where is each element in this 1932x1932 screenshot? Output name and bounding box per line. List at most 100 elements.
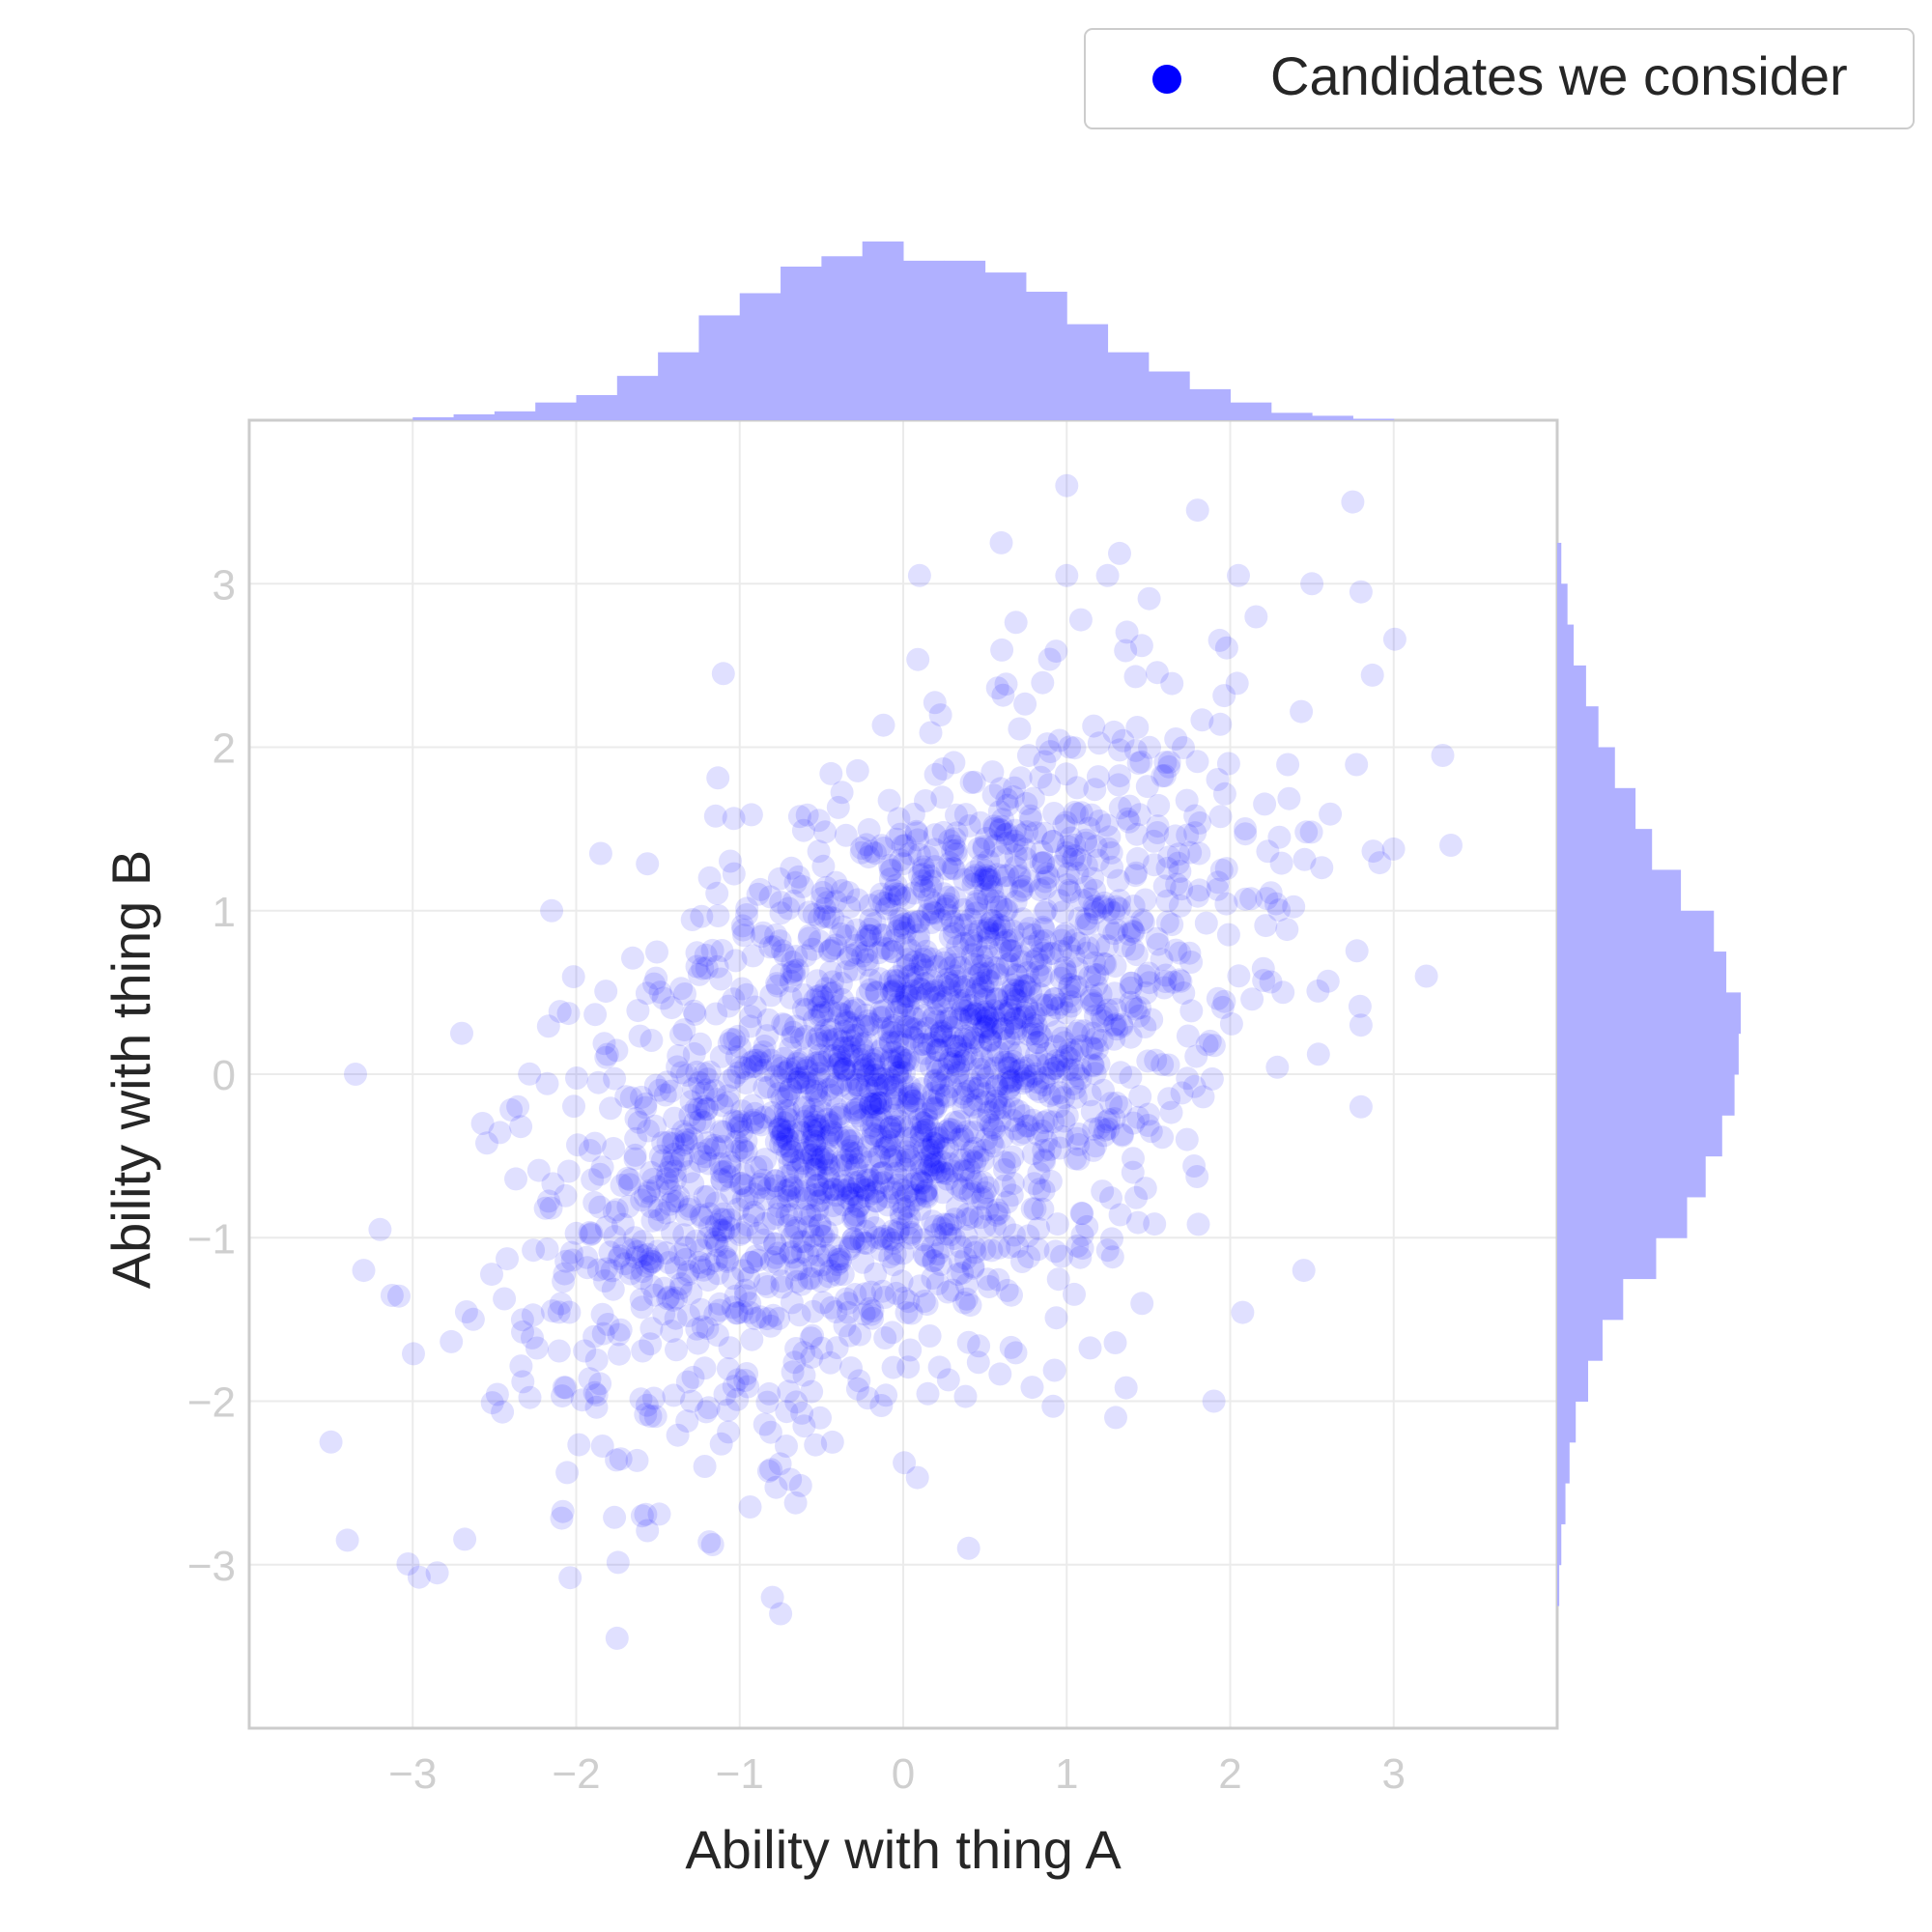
scatter-point	[831, 987, 855, 1011]
scatter-point	[878, 867, 902, 891]
scatter-point	[786, 1118, 810, 1142]
scatter-point	[858, 923, 882, 948]
scatter-point	[685, 1060, 709, 1084]
scatter-point	[738, 1014, 762, 1038]
scatter-point	[843, 1098, 867, 1122]
scatter-point	[755, 1390, 780, 1414]
scatter-point	[805, 1027, 829, 1051]
scatter-point	[335, 1528, 359, 1552]
scatter-point	[913, 972, 937, 996]
scatter-point	[1259, 970, 1283, 994]
scatter-point	[554, 1183, 578, 1208]
scatter-point	[889, 907, 913, 931]
scatter-point	[847, 1076, 871, 1100]
scatter-point	[914, 1244, 938, 1268]
scatter-point	[976, 1109, 1000, 1133]
scatter-point	[1069, 801, 1094, 825]
scatter-point	[1152, 874, 1177, 898]
scatter-point	[1023, 1197, 1047, 1221]
histogram-bar-x	[494, 411, 536, 420]
scatter-point	[982, 834, 1007, 858]
scatter-point	[827, 1125, 851, 1150]
scatter-point	[1083, 897, 1107, 921]
scatter-point	[1091, 895, 1115, 918]
scatter-point	[995, 822, 1019, 846]
scatter-point	[937, 903, 961, 927]
scatter-point	[1047, 1060, 1071, 1084]
scatter-point	[1136, 1102, 1160, 1126]
scatter-point	[784, 1056, 809, 1080]
scatter-point	[946, 935, 970, 959]
scatter-point	[1212, 781, 1236, 806]
scatter-point	[716, 1084, 740, 1108]
scatter-point	[789, 1027, 813, 1051]
scatter-point	[999, 1070, 1022, 1094]
scatter-point	[696, 1268, 720, 1293]
scatter-point	[898, 911, 923, 935]
scatter-point	[779, 1174, 803, 1198]
scatter-point	[711, 1218, 735, 1242]
scatter-point	[1026, 1122, 1050, 1146]
scatter-point	[691, 956, 715, 980]
scatter-point	[716, 1357, 740, 1380]
scatter-point	[985, 895, 1009, 920]
scatter-point	[691, 1081, 715, 1105]
scatter-point	[929, 1159, 953, 1183]
scatter-point	[605, 1038, 629, 1063]
scatter-point	[1118, 794, 1142, 818]
scatter-point	[827, 1001, 851, 1025]
scatter-point	[624, 1126, 648, 1151]
scatter-point	[864, 1123, 888, 1148]
scatter-point	[1244, 605, 1268, 629]
scatter-point	[869, 1238, 894, 1263]
scatter-point	[684, 1229, 708, 1253]
scatter-point	[898, 1148, 923, 1172]
scatter-point	[1040, 941, 1065, 965]
scatter-point	[1142, 853, 1166, 877]
scatter-point	[686, 1331, 710, 1355]
scatter-point	[1104, 1406, 1127, 1430]
scatter-point	[810, 1050, 834, 1074]
scatter-point	[931, 1057, 955, 1081]
scatter-point	[1109, 1061, 1133, 1085]
scatter-point	[1009, 823, 1034, 847]
scatter-point	[866, 1091, 890, 1115]
scatter-point	[856, 1386, 880, 1410]
scatter-point	[1102, 1027, 1126, 1051]
scatter-point	[803, 1110, 827, 1134]
scatter-point	[1086, 963, 1110, 987]
scatter-point	[607, 1246, 631, 1270]
scatter-point	[1125, 716, 1150, 739]
scatter-point	[1026, 960, 1049, 984]
scatter-point	[1183, 804, 1208, 828]
scatter-point	[1003, 1007, 1027, 1031]
scatter-point	[1051, 900, 1075, 924]
scatter-point	[793, 1202, 817, 1226]
scatter-point	[734, 1129, 758, 1153]
scatter-point	[806, 984, 830, 1009]
scatter-point	[880, 1015, 904, 1039]
scatter-point	[980, 909, 1004, 932]
scatter-point	[730, 1300, 754, 1324]
scatter-point	[977, 849, 1001, 873]
scatter-point	[960, 1149, 984, 1173]
scatter-point	[823, 1203, 847, 1226]
scatter-point	[653, 1083, 677, 1107]
scatter-point	[1137, 971, 1161, 995]
scatter-point	[621, 1237, 645, 1262]
scatter-point	[987, 800, 1011, 824]
scatter-point	[663, 1159, 687, 1183]
scatter-point	[994, 822, 1018, 846]
scatter-point	[1025, 947, 1049, 971]
histogram-bar-x	[453, 413, 496, 420]
scatter-point	[887, 1045, 911, 1069]
scatter-point	[1012, 1104, 1037, 1128]
scatter-point	[730, 914, 754, 938]
scatter-point	[1011, 1121, 1036, 1145]
scatter-point	[591, 1321, 615, 1346]
scatter-point	[1008, 864, 1032, 888]
scatter-point	[942, 1053, 966, 1077]
scatter-point	[929, 1021, 953, 1045]
scatter-point	[1099, 1092, 1123, 1116]
scatter-point	[1075, 941, 1099, 965]
